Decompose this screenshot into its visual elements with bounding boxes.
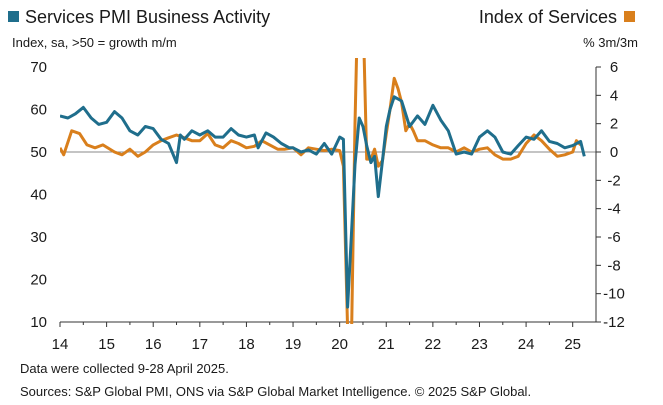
right-tick-6: 6: [610, 59, 618, 76]
x-tick-25: 25: [564, 336, 581, 353]
left-tick-30: 30: [30, 229, 47, 246]
series-line-services-pmi: [60, 95, 586, 309]
legend-ios: Index of Services: [479, 7, 617, 27]
x-tick-22: 22: [425, 336, 442, 353]
right-tick--8: -8: [607, 257, 620, 274]
left-tick-50: 50: [30, 144, 47, 161]
x-tick-labels: 14 15 16 17 18 19 20 21 22 23 24 25: [52, 322, 581, 353]
x-tick-15: 15: [98, 336, 115, 353]
x-tick-23: 23: [471, 336, 488, 353]
x-tick-17: 17: [191, 336, 208, 353]
left-tick-20: 20: [30, 272, 47, 289]
right-tick--2: -2: [607, 172, 620, 189]
x-tick-16: 16: [145, 336, 162, 353]
right-tick-4: 4: [610, 87, 618, 104]
collection-note: Data were collected 9-28 April 2025.: [20, 361, 229, 376]
legend-swatch-pmi: [8, 11, 19, 22]
left-tick-70: 70: [30, 59, 47, 76]
right-tick-labels: 6 4 2 0 -2 -4 -6 -8 -10 -12: [596, 59, 625, 331]
x-tick-19: 19: [285, 336, 302, 353]
left-tick-10: 10: [30, 314, 47, 331]
series-line-index-of-services: [60, 58, 582, 324]
right-tick--6: -6: [607, 229, 620, 246]
left-tick-40: 40: [30, 187, 47, 204]
right-tick--4: -4: [607, 201, 620, 218]
x-tick-14: 14: [52, 336, 69, 353]
x-tick-20: 20: [331, 336, 348, 353]
right-tick--10: -10: [603, 286, 625, 303]
x-tick-24: 24: [518, 336, 535, 353]
legend-swatch-ios: [624, 11, 635, 22]
right-axis-subtitle: % 3m/3m: [583, 35, 638, 50]
left-axis-subtitle: Index, sa, >50 = growth m/m: [12, 35, 177, 50]
sources-note: Sources: S&P Global PMI, ONS via S&P Glo…: [20, 384, 531, 399]
right-tick--12: -12: [603, 314, 625, 331]
left-tick-60: 60: [30, 102, 47, 119]
x-tick-21: 21: [378, 336, 395, 353]
legend-pmi: Services PMI Business Activity: [25, 7, 270, 27]
right-tick-2: 2: [610, 116, 618, 133]
right-tick-0: 0: [610, 144, 618, 161]
x-tick-18: 18: [238, 336, 255, 353]
left-tick-labels: 70 60 50 40 30 20 10: [30, 59, 47, 331]
